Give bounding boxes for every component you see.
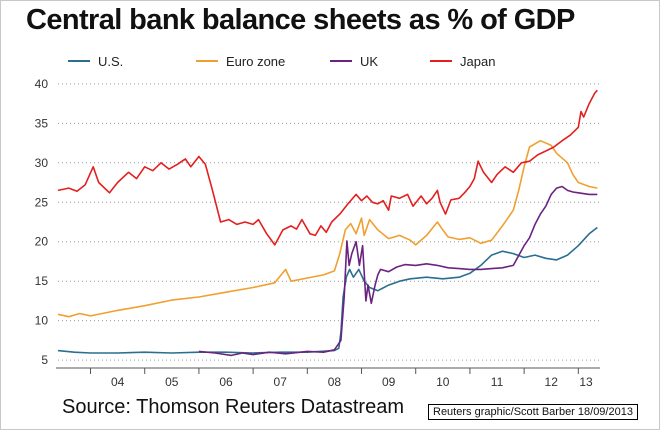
x-tick-label-11: 11 [491,375,504,389]
legend-label-u-s: U.S. [98,54,123,69]
y-tick-label-25: 25 [35,195,49,209]
chart-gridlines [58,83,600,361]
x-tick-label-06: 06 [219,375,233,389]
x-tick-label-07: 07 [274,375,288,389]
legend-label-uk: UK [360,54,378,69]
x-tick-label-10: 10 [436,375,450,389]
series-line-japan [57,89,598,246]
y-tick-label-5: 5 [41,353,48,367]
x-tick-label-04: 04 [111,375,125,389]
chart-legend: U.S. Euro zone UK Japan [68,54,495,69]
y-tick-label-15: 15 [35,274,49,288]
graphic-credit: Reuters graphic/Scott Barber 18/09/2013 [428,404,638,420]
y-tick-label-30: 30 [35,156,49,170]
source-note: Source: Thomson Reuters Datastream [62,396,405,418]
chart-title: Central bank balance sheets as % of GDP [26,4,575,36]
y-tick-label-20: 20 [35,235,49,249]
chart-series [57,89,598,357]
x-tick-label-13: 13 [579,375,593,389]
series-line-euro-zone [57,139,598,318]
legend-label-euro-zone: Euro zone [226,54,285,69]
x-tick-label-08: 08 [328,375,342,389]
series-line-u-s [57,226,598,354]
x-tick-label-09: 09 [382,375,396,389]
series-line-uk [198,185,598,357]
x-tick-label-12: 12 [545,375,559,389]
y-tick-label-10: 10 [35,314,49,328]
x-tick-label-05: 05 [165,375,179,389]
y-tick-label-35: 35 [35,116,49,130]
legend-label-japan: Japan [460,54,495,69]
chart-axes: 5 10 15 20 25 30 35 40 04 05 06 07 08 09 10 11 12 13 [35,77,600,389]
y-tick-label-40: 40 [35,77,49,91]
